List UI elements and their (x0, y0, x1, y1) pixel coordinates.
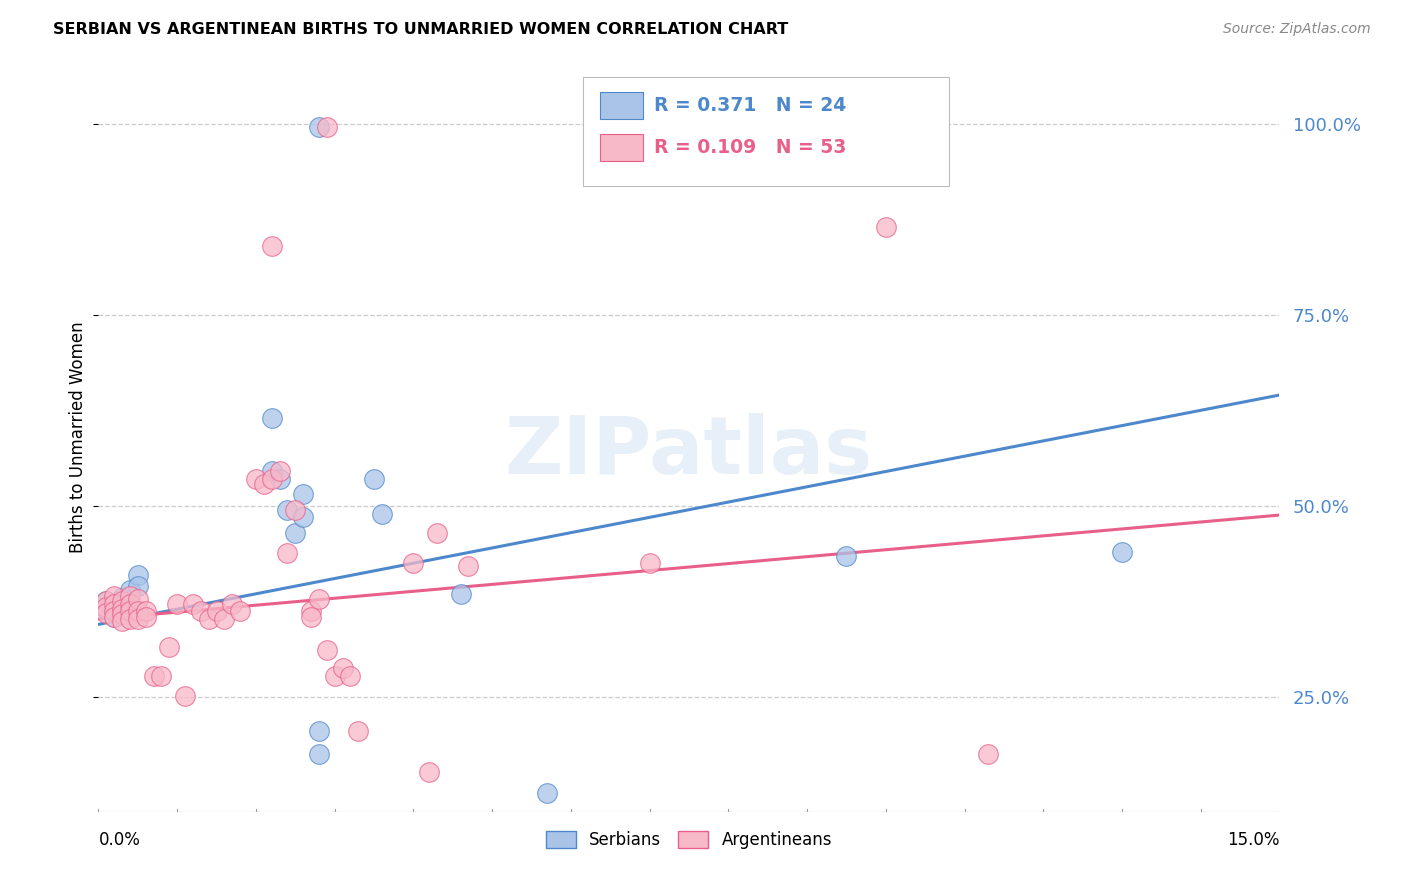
Point (308, 120, 330, 135)
Point (150, 668, 173, 682)
Text: 0.0%: 0.0% (98, 830, 141, 849)
Point (339, 668, 361, 682)
Point (118, 612, 141, 626)
Point (245, 472, 267, 486)
FancyBboxPatch shape (582, 78, 949, 186)
Point (638, 556, 661, 570)
Point (111, 599, 134, 613)
Point (332, 661, 354, 675)
Point (118, 604, 141, 618)
Point (371, 507, 394, 521)
Point (299, 604, 322, 618)
Point (450, 587, 472, 601)
Point (96, 602, 118, 616)
Point (197, 612, 219, 626)
Point (190, 604, 212, 618)
Point (118, 589, 141, 603)
Point (111, 607, 134, 622)
Point (977, 747, 1000, 762)
Point (103, 609, 125, 624)
Legend: Serbians, Argentineans: Serbians, Argentineans (540, 824, 838, 855)
Point (299, 609, 322, 624)
Point (157, 640, 180, 655)
Point (127, 579, 149, 593)
Point (1111, 545, 1133, 559)
Point (103, 609, 125, 624)
Text: R = 0.371   N = 24: R = 0.371 N = 24 (654, 95, 846, 115)
Point (221, 597, 243, 611)
Point (103, 597, 125, 611)
Point (135, 609, 157, 624)
Text: R = 0.109   N = 53: R = 0.109 N = 53 (654, 138, 846, 157)
Point (111, 614, 134, 628)
Point (835, 549, 858, 563)
Point (96, 606, 118, 620)
Point (127, 592, 149, 607)
Point (111, 594, 134, 608)
Point (426, 525, 449, 540)
Point (323, 668, 346, 682)
Point (308, 724, 330, 739)
Point (214, 612, 236, 626)
Text: Source: ZipAtlas.com: Source: ZipAtlas.com (1223, 22, 1371, 37)
Point (260, 239, 283, 253)
Point (96, 594, 118, 608)
Point (166, 597, 188, 611)
Point (284, 502, 307, 516)
Point (205, 604, 228, 618)
Point (96, 599, 118, 614)
FancyBboxPatch shape (600, 135, 643, 161)
Point (269, 472, 291, 486)
Point (260, 472, 283, 486)
Point (118, 582, 141, 597)
Point (402, 556, 425, 570)
Point (418, 764, 440, 779)
Point (269, 465, 291, 479)
Y-axis label: Births to Unmarried Women: Births to Unmarried Women (69, 321, 87, 553)
Point (103, 589, 125, 603)
Point (308, 747, 330, 762)
Point (229, 604, 252, 618)
Point (315, 120, 337, 135)
Point (118, 602, 141, 616)
Text: ZIPatlas: ZIPatlas (505, 413, 873, 491)
Text: 15.0%: 15.0% (1227, 830, 1279, 849)
Text: SERBIAN VS ARGENTINEAN BIRTHS TO UNMARRIED WOMEN CORRELATION CHART: SERBIAN VS ARGENTINEAN BIRTHS TO UNMARRI… (53, 22, 789, 37)
Point (284, 525, 307, 540)
Point (875, 219, 897, 234)
FancyBboxPatch shape (600, 92, 643, 119)
Point (127, 604, 149, 618)
Point (135, 604, 157, 618)
Point (111, 591, 134, 605)
Point (276, 502, 298, 516)
Point (260, 411, 283, 425)
Point (127, 612, 149, 626)
Point (276, 546, 298, 560)
Point (96, 594, 118, 608)
Point (253, 477, 276, 491)
Point (260, 465, 283, 479)
Point (292, 487, 315, 501)
Point (181, 597, 204, 611)
Point (347, 724, 370, 739)
Point (111, 602, 134, 616)
Point (118, 597, 141, 611)
Point (142, 668, 165, 682)
Point (308, 592, 330, 607)
Point (103, 604, 125, 618)
Point (174, 689, 197, 703)
Point (536, 786, 558, 800)
Point (127, 567, 149, 582)
Point (292, 510, 315, 524)
Point (457, 558, 479, 573)
Point (363, 472, 385, 486)
Point (315, 642, 337, 657)
